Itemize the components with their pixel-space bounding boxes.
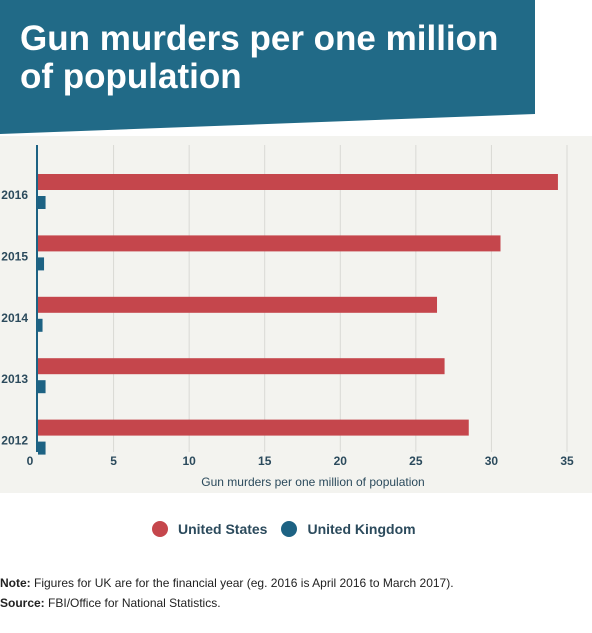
bar-us-2016 (38, 174, 558, 190)
title-banner-shape (0, 0, 535, 134)
note-line: Note: Figures for UK are for the financi… (0, 573, 592, 593)
bar-us-2015 (38, 235, 501, 252)
x-tick-label: 15 (258, 454, 272, 468)
legend-item-us: United States (152, 521, 267, 537)
y-tick-label: 2015 (1, 249, 28, 263)
y-tick-label: 2012 (1, 434, 28, 448)
x-tick-label: 20 (334, 454, 348, 468)
x-tick-labels: 0 5 10 15 20 25 30 35 (27, 454, 574, 468)
source-label: Source: (0, 596, 45, 610)
x-axis-label: Gun murders per one million of populatio… (201, 475, 424, 489)
note-label: Note: (0, 576, 31, 590)
y-tick-labels: 2016 2015 2014 2013 2012 (1, 188, 28, 448)
bar-uk-2012 (38, 441, 46, 455)
note-text: Figures for UK are for the financial yea… (30, 576, 454, 590)
legend-label-us: United States (178, 521, 268, 537)
bar-uk-2013 (38, 380, 46, 394)
legend-label-uk: United Kingdom (307, 521, 416, 537)
x-tick-label: 35 (560, 454, 574, 468)
bar-uk-2014 (38, 318, 43, 332)
source-text: FBI/Office for National Statistics. (44, 596, 221, 610)
legend-item-uk: United Kingdom (281, 521, 416, 537)
legend-swatch-us (152, 521, 168, 537)
footnotes: Note: Figures for UK are for the financi… (0, 573, 592, 613)
y-tick-label: 2016 (1, 188, 28, 202)
bar-us-2014 (38, 296, 438, 313)
bar-us-2013 (38, 358, 445, 375)
x-tick-label: 30 (485, 454, 499, 468)
bar-us-2012 (38, 419, 469, 436)
chart-title: Gun murders per one million of populatio… (20, 19, 499, 96)
x-tick-label: 0 (27, 454, 34, 468)
source-line: Source: FBI/Office for National Statisti… (0, 593, 592, 613)
title-banner (0, 0, 535, 134)
y-tick-label: 2013 (1, 372, 28, 386)
legend-swatch-uk (281, 521, 298, 537)
legend: United States United Kingdom (152, 519, 430, 539)
bar-uk-2016 (38, 196, 46, 209)
x-tick-label: 5 (110, 454, 117, 468)
bars (38, 174, 558, 455)
x-tick-label: 25 (409, 454, 423, 468)
x-tick-label: 10 (182, 454, 196, 468)
bar-uk-2015 (38, 257, 45, 271)
y-tick-label: 2014 (1, 311, 28, 325)
